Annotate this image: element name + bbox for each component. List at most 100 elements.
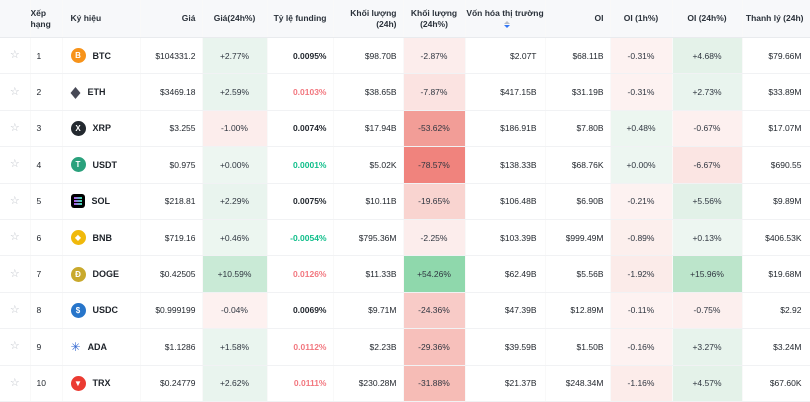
favorite-cell[interactable]: ☆ (0, 110, 30, 148)
favorite-star-icon[interactable]: ☆ (9, 267, 20, 280)
table-row-trx[interactable]: ☆ 10 ▼ TRX $0.24779 +2.62% 0.0111% $230.28M -31.… (0, 365, 810, 402)
symbol-cell[interactable]: Ð DOGE (62, 255, 140, 293)
rank-cell: 6 (30, 219, 62, 257)
volume-24h-cell: $10.11B (333, 183, 403, 220)
favorite-cell[interactable]: ☆ (0, 37, 30, 75)
price-cell: $0.999199 (140, 292, 202, 330)
favorite-star-icon[interactable]: ☆ (9, 85, 20, 98)
column-header-vol24hPct: Khối lượng (24h%) (403, 0, 465, 38)
market-cap-cell: $21.37B (465, 365, 545, 402)
volume-change-24h-cell: +54.26% (403, 255, 465, 293)
open-interest-cell: $999.49M (545, 219, 610, 257)
symbol-cell[interactable]: SOL (62, 183, 140, 220)
favorite-star-icon[interactable]: ☆ (9, 49, 20, 62)
favorite-star-icon[interactable]: ☆ (9, 194, 20, 207)
favorite-cell[interactable]: ☆ (0, 219, 30, 257)
rank-cell: 7 (30, 255, 62, 293)
coin-icon: ◆ (70, 230, 86, 246)
symbol-cell[interactable]: X XRP (62, 110, 140, 148)
table-row-bnb[interactable]: ☆ 6 ◆ BNB $719.16 +0.46% -0.0054% $795.36M -2.25… (0, 219, 810, 257)
coin-icon: X (70, 120, 86, 136)
eth-coin-icon: ◆ (70, 82, 81, 101)
volume-24h-cell: $795.36M (333, 219, 403, 257)
favorite-cell[interactable]: ☆ (0, 255, 30, 293)
oi-change-24h-cell: +15.96% (672, 255, 742, 293)
coin-icon: $ (70, 302, 86, 318)
oi-change-1h-cell: -1.16% (610, 365, 672, 402)
table-row-sol[interactable]: ☆ 5 SOL $218.81 +2.29% 0.0075% $10.11B -19.65% $… (0, 183, 810, 220)
volume-24h-cell: $230.28M (333, 365, 403, 402)
symbol-label: SOL (91, 196, 111, 207)
column-header-fav (0, 0, 30, 38)
oi-change-1h-cell: +0.00% (610, 146, 672, 184)
column-header-mcap[interactable]: Vốn hóa thị trường (465, 0, 545, 38)
favorite-cell[interactable]: ☆ (0, 292, 30, 330)
funding-rate-cell: -0.0054% (267, 219, 333, 257)
volume-24h-cell: $11.33B (333, 255, 403, 293)
symbol-cell[interactable]: ◆ ETH (62, 73, 140, 111)
open-interest-cell: $31.19B (545, 73, 610, 111)
favorite-cell[interactable]: ☆ (0, 73, 30, 111)
favorite-cell[interactable]: ☆ (0, 365, 30, 402)
favorite-star-icon[interactable]: ☆ (9, 340, 20, 353)
symbol-cell[interactable]: ◆ BNB (62, 219, 140, 257)
market-cap-cell: $417.15B (465, 73, 545, 111)
favorite-star-icon[interactable]: ☆ (9, 376, 20, 389)
table-row-btc[interactable]: ☆ 1 B BTC $104331.2 +2.77% 0.0095% $98.70B -2.87… (0, 37, 810, 75)
price-cell: $0.24779 (140, 365, 202, 402)
oi-change-24h-cell: +3.27% (672, 328, 742, 366)
table-row-eth[interactable]: ☆ 2 ◆ ETH $3469.18 +2.59% 0.0103% $38.65B -7.87%… (0, 73, 810, 111)
price-change-24h-cell: +1.58% (202, 328, 267, 366)
symbol-label: XRP (92, 123, 112, 134)
favorite-cell[interactable]: ☆ (0, 146, 30, 184)
table-row-doge[interactable]: ☆ 7 Ð DOGE $0.42505 +10.59% 0.0126% $11.33B +54.… (0, 255, 810, 293)
volume-change-24h-cell: -53.62% (403, 110, 465, 148)
liquidation-24h-cell: $406.53K (742, 219, 810, 257)
favorite-star-icon[interactable]: ☆ (9, 231, 20, 244)
favorite-star-icon[interactable]: ☆ (9, 121, 20, 134)
favorite-cell[interactable]: ☆ (0, 183, 30, 220)
open-interest-cell: $5.56B (545, 255, 610, 293)
rank-cell: 1 (30, 37, 62, 75)
sort-icon[interactable] (503, 20, 510, 28)
price-cell: $104331.2 (140, 37, 202, 75)
table-row-usdc[interactable]: ☆ 8 $ USDC $0.999199 -0.04% 0.0069% $9.71M -24.3… (0, 292, 810, 330)
price-change-24h-cell: +0.00% (202, 146, 267, 184)
oi-change-1h-cell: -0.31% (610, 37, 672, 75)
rank-cell: 3 (30, 110, 62, 148)
favorite-cell[interactable]: ☆ (0, 328, 30, 366)
symbol-label: ADA (87, 341, 108, 352)
oi-change-24h-cell: -0.67% (672, 110, 742, 148)
funding-rate-cell: 0.0074% (267, 110, 333, 148)
coin-icon: ▼ (70, 375, 86, 391)
symbol-label: ETH (87, 87, 106, 98)
favorite-star-icon[interactable]: ☆ (9, 158, 20, 171)
coin-icon: B (70, 48, 86, 64)
favorite-star-icon[interactable]: ☆ (9, 303, 20, 316)
symbol-cell[interactable]: ✳ ADA (62, 328, 140, 366)
symbol-cell[interactable]: B BTC (62, 37, 140, 75)
liquidation-24h-cell: $690.55 (742, 146, 810, 184)
liquidation-24h-cell: $19.68M (742, 255, 810, 293)
table-row-ada[interactable]: ☆ 9 ✳ ADA $1.1286 +1.58% 0.0112% $2.23B -29.36% $… (0, 328, 810, 366)
table-row-xrp[interactable]: ☆ 3 X XRP $3.255 -1.00% 0.0074% $17.94B -53.62% $… (0, 110, 810, 148)
funding-rate-cell: 0.0075% (267, 183, 333, 220)
coin-icon: T (70, 157, 86, 173)
price-cell: $3.255 (140, 110, 202, 148)
symbol-label: USDT (92, 159, 118, 170)
volume-change-24h-cell: -29.36% (403, 328, 465, 366)
liquidation-24h-cell: $17.07M (742, 110, 810, 148)
symbol-cell[interactable]: $ USDC (62, 292, 140, 330)
volume-24h-cell: $98.70B (333, 37, 403, 75)
oi-change-1h-cell: -1.92% (610, 255, 672, 293)
symbol-cell[interactable]: ▼ TRX (62, 365, 140, 402)
open-interest-cell: $7.80B (545, 110, 610, 148)
symbol-cell[interactable]: T USDT (62, 146, 140, 184)
table-row-usdt[interactable]: ☆ 4 T USDT $0.975 +0.00% 0.0001% $5.02K -78.57% $… (0, 146, 810, 184)
volume-change-24h-cell: -31.88% (403, 365, 465, 402)
oi-change-1h-cell: -0.21% (610, 183, 672, 220)
liquidation-24h-cell: $67.60K (742, 365, 810, 402)
rank-cell: 5 (30, 183, 62, 220)
market-cap-cell: $106.48B (465, 183, 545, 220)
